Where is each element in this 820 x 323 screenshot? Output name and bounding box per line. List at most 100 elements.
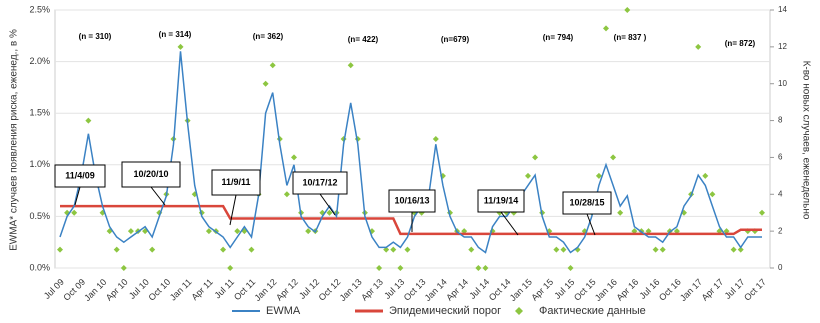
x-tick-label: Jan 12: [252, 277, 278, 303]
x-tick-label: Oct 16: [657, 277, 683, 303]
y-tick-label: 1.0%: [29, 159, 50, 169]
callout-label: 10/20/10: [133, 169, 168, 179]
callout-label: 10/16/13: [394, 195, 429, 205]
callout-box: [121, 161, 181, 188]
callout-arrow: [319, 193, 336, 216]
data-point: [376, 265, 383, 271]
data-point: [85, 117, 92, 124]
data-point: [759, 209, 765, 216]
callout-box: [477, 189, 525, 213]
annotation: (n= 794): [543, 33, 574, 42]
y2-tick-label: 10: [778, 79, 787, 88]
data-point: [227, 265, 234, 271]
data-point: [220, 246, 227, 253]
x-tick-label: Jan 14: [423, 277, 449, 303]
callout-arrow: [229, 194, 237, 226]
callout-label: 11/9/11: [221, 177, 250, 187]
data-point: [631, 228, 638, 235]
x-tick-label: Apr 17: [700, 277, 726, 303]
data-point: [404, 246, 411, 253]
data-point: [603, 25, 609, 32]
data-point: [432, 136, 439, 142]
legend-label: Фактические данные: [539, 305, 646, 317]
data-point: [269, 62, 276, 69]
data-point: [525, 172, 531, 179]
data-point: [326, 209, 333, 216]
data-point: [113, 246, 120, 253]
y2-tick-label: 14: [778, 5, 787, 14]
legend-swatch: [515, 307, 523, 315]
data-point: [659, 246, 666, 253]
data-point: [709, 191, 716, 198]
data-point: [624, 7, 631, 13]
annotation: (n= 837 ): [614, 33, 647, 42]
data-point: [652, 246, 659, 253]
data-point: [291, 154, 297, 161]
x-tick-label: Oct 12: [317, 277, 343, 303]
y2-tick-label: 8: [778, 116, 783, 125]
x-tick-label: Apr 14: [444, 277, 470, 303]
x-tick-label: Apr 16: [614, 277, 640, 303]
x-tick-label: Jan 17: [678, 277, 704, 303]
y2-tick-label: 6: [778, 153, 783, 162]
legend-label: Эпидемический порог: [389, 305, 501, 317]
annotation: (n = 314): [159, 30, 192, 39]
x-tick-label: Oct 13: [402, 277, 428, 303]
x-tick-label: Jan 15: [508, 277, 534, 303]
y2-tick-label: 12: [778, 42, 787, 51]
y-tick-label: 0.0%: [29, 262, 50, 272]
y2-tick-label: 4: [778, 189, 783, 198]
data-point: [461, 228, 468, 235]
annotation: (n= 872): [725, 39, 756, 48]
data-point: [248, 246, 255, 253]
data-point: [390, 246, 397, 253]
y-tick-label: 2.5%: [29, 4, 50, 14]
x-tick-label: Jan 16: [593, 277, 619, 303]
callout-arrow: [586, 213, 596, 236]
callout-box: [388, 189, 436, 213]
data-point: [177, 43, 184, 50]
callout-box: [292, 171, 348, 195]
callout-arrow: [150, 186, 166, 206]
x-tick-label: Oct 17: [742, 277, 768, 303]
annotation: (n= 422): [348, 35, 379, 44]
data-point: [695, 43, 702, 50]
data-point: [475, 265, 482, 271]
x-tick-label: Apr 11: [189, 277, 214, 302]
x-tick-label: Oct 15: [572, 277, 598, 303]
callout-label: 10/28/15: [569, 197, 604, 207]
data-point: [234, 228, 241, 235]
data-point: [673, 228, 680, 235]
data-point: [730, 246, 737, 253]
annotation: (n= 362): [253, 32, 284, 41]
data-point: [595, 172, 602, 179]
x-tick-label: Jan 11: [168, 277, 194, 303]
data-point: [127, 228, 134, 235]
data-point: [57, 246, 63, 253]
x-tick-label: Apr 10: [104, 277, 130, 303]
data-point: [120, 265, 127, 271]
callout-box: [54, 164, 106, 188]
callout-box: [211, 169, 261, 196]
data-point: [560, 246, 567, 253]
data-point: [617, 209, 624, 216]
data-point: [532, 154, 539, 161]
data-point: [262, 80, 269, 87]
data-point: [610, 154, 617, 161]
data-point: [702, 172, 709, 179]
y2-tick-label: 2: [778, 226, 783, 235]
y2-axis-label: К-во новых случаев, еженедельно: [800, 61, 811, 220]
data-point: [645, 228, 652, 235]
x-tick-label: Oct 09: [61, 277, 87, 303]
data-point: [567, 265, 574, 271]
y-tick-label: 1.5%: [29, 108, 50, 118]
annotation: (n = 310): [79, 32, 112, 41]
callout-label: 10/17/12: [302, 177, 337, 187]
callout-arrow: [500, 211, 519, 236]
data-point: [737, 246, 744, 253]
legend-label: EWMA: [266, 305, 301, 317]
x-tick-label: Jan 13: [338, 277, 364, 303]
x-tick-label: Apr 15: [529, 277, 555, 303]
callout-label: 11/19/14: [484, 195, 519, 205]
